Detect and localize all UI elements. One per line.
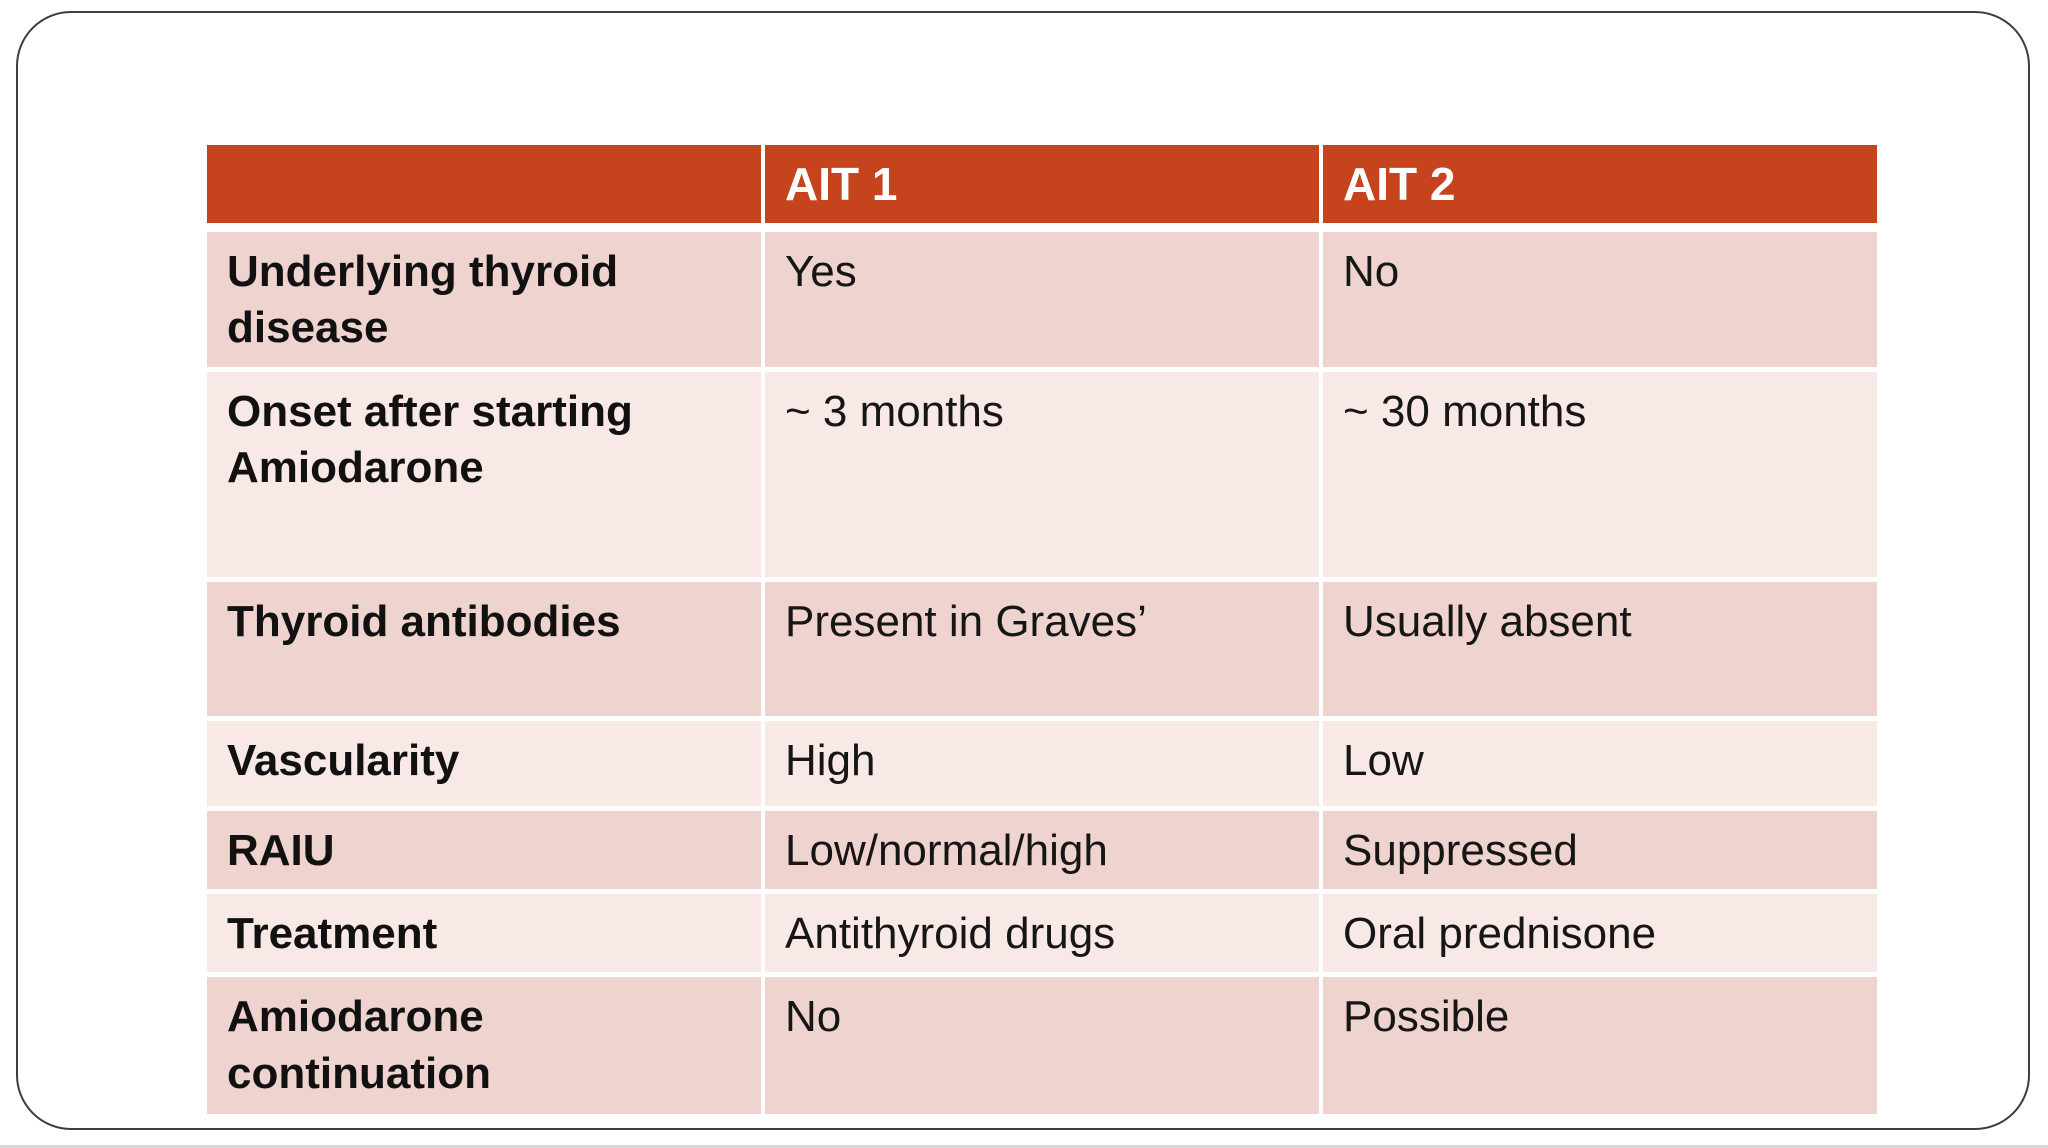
row-value-ait1: High bbox=[765, 720, 1319, 806]
row-value-ait1: Yes bbox=[765, 232, 1319, 367]
table-row-onset-after-starting-amiodarone: Onset after starting Amiodarone ~ 3 mont… bbox=[207, 371, 1877, 577]
row-value-ait2: Low bbox=[1323, 720, 1877, 806]
row-value-ait2: ~ 30 months bbox=[1323, 371, 1877, 577]
screenshot-bottom-edge bbox=[0, 1145, 2048, 1148]
header-cell-ait2: AIT 2 bbox=[1323, 145, 1877, 223]
row-label: RAIU bbox=[207, 810, 761, 889]
table-row-vascularity: Vascularity High Low bbox=[207, 720, 1877, 806]
table-row-treatment: Treatment Antithyroid drugs Oral prednis… bbox=[207, 893, 1877, 973]
slide: AIT 1 AIT 2 Underlying thyroid disease Y… bbox=[16, 11, 2030, 1130]
row-label: Onset after starting Amiodarone bbox=[207, 371, 761, 577]
row-label: Treatment bbox=[207, 893, 761, 973]
row-value-ait1: Low/normal/high bbox=[765, 810, 1319, 889]
comparison-table: AIT 1 AIT 2 Underlying thyroid disease Y… bbox=[207, 145, 1877, 1119]
row-value-ait2: Usually absent bbox=[1323, 581, 1877, 716]
row-value-ait1: ~ 3 months bbox=[765, 371, 1319, 577]
row-value-ait2: Oral prednisone bbox=[1323, 893, 1877, 973]
table-header-row: AIT 1 AIT 2 bbox=[207, 145, 1877, 223]
row-label: Underlying thyroid disease bbox=[207, 232, 761, 367]
row-value-ait1: Antithyroid drugs bbox=[765, 893, 1319, 973]
table-row-raiu: RAIU Low/normal/high Suppressed bbox=[207, 810, 1877, 889]
row-value-ait2: Suppressed bbox=[1323, 810, 1877, 889]
table-row-underlying-thyroid-disease: Underlying thyroid disease Yes No bbox=[207, 232, 1877, 367]
table-row-thyroid-antibodies: Thyroid antibodies Present in Graves’ Us… bbox=[207, 581, 1877, 716]
header-cell-ait1: AIT 1 bbox=[765, 145, 1319, 223]
row-label: Amiodarone continuation bbox=[207, 977, 761, 1115]
header-cell-empty bbox=[207, 145, 761, 223]
row-value-ait1: Present in Graves’ bbox=[765, 581, 1319, 716]
row-value-ait2: No bbox=[1323, 232, 1877, 367]
row-label: Thyroid antibodies bbox=[207, 581, 761, 716]
table-row-amiodarone-continuation: Amiodarone continuation No Possible bbox=[207, 977, 1877, 1115]
row-value-ait2: Possible bbox=[1323, 977, 1877, 1115]
row-value-ait1: No bbox=[765, 977, 1319, 1115]
row-label: Vascularity bbox=[207, 720, 761, 806]
